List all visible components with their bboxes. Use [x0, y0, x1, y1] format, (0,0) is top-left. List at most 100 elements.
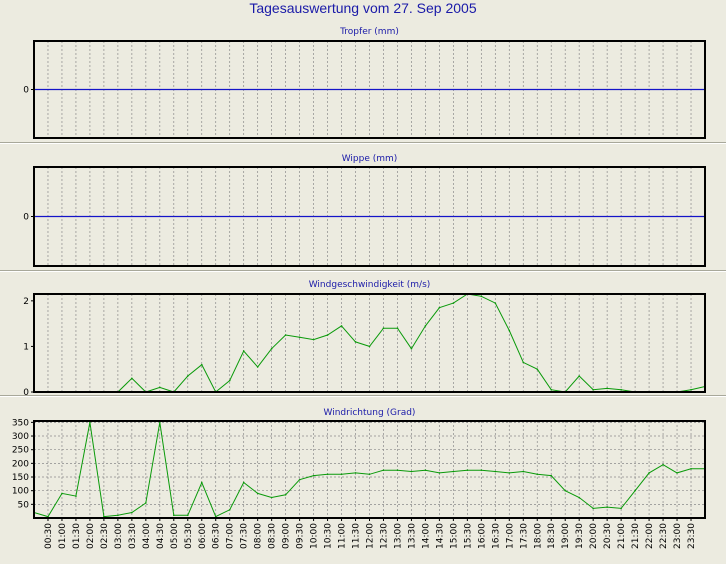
x-tick-label: 15:30 — [463, 523, 473, 549]
data-point — [270, 347, 273, 350]
data-point — [606, 506, 608, 508]
x-tick-label: 07:30 — [240, 523, 250, 549]
data-point — [172, 514, 175, 517]
data-point — [452, 470, 455, 473]
data-point — [354, 472, 357, 474]
data-point — [326, 473, 329, 476]
data-point — [368, 473, 371, 476]
data-point — [256, 492, 259, 495]
x-tick-label: 23:00 — [673, 523, 683, 549]
data-point — [298, 478, 301, 481]
data-point — [690, 388, 692, 391]
chart-title: Tropfer (mm) — [339, 27, 399, 37]
y-tick-label: 0 — [23, 388, 29, 398]
x-tick-label: 13:30 — [407, 523, 417, 549]
plot-frame — [33, 420, 706, 519]
x-tick-label: 07:00 — [226, 523, 236, 549]
chart-title: Windrichtung (Grad) — [324, 408, 416, 418]
data-point — [466, 469, 469, 471]
data-point — [200, 363, 203, 366]
data-point — [522, 470, 525, 473]
plot-frame — [33, 293, 706, 393]
data-point — [312, 338, 315, 341]
x-tick-label: 21:30 — [631, 523, 641, 549]
x-tick-label: 13:00 — [393, 523, 403, 549]
panel-separator — [0, 270, 726, 272]
data-point — [606, 387, 608, 390]
data-point — [396, 327, 399, 329]
y-tick-label: 2 — [23, 297, 29, 307]
x-tick-label: 18:30 — [547, 523, 557, 549]
chart-wippe: Wippe (mm) 0 — [23, 154, 706, 267]
x-tick-label: 01:30 — [72, 523, 82, 549]
y-tick-label: 100 — [12, 487, 29, 497]
data-point — [550, 388, 553, 391]
x-tick-label: 12:30 — [379, 523, 389, 549]
data-point — [424, 469, 427, 471]
data-point — [620, 388, 622, 391]
x-tick-label: 08:00 — [254, 523, 264, 549]
data-point — [550, 474, 553, 477]
data-point — [452, 302, 455, 304]
y-tick-label: 350 — [12, 418, 29, 428]
data-point — [410, 347, 413, 350]
data-point — [620, 507, 622, 510]
x-tick-label: 12:00 — [366, 523, 376, 549]
data-point — [75, 495, 77, 497]
y-tick-label: 300 — [12, 432, 29, 442]
data-point — [522, 361, 525, 364]
x-tick-label: 22:30 — [659, 523, 669, 549]
x-tick-label: 10:00 — [310, 523, 320, 549]
data-point — [256, 366, 259, 368]
data-point — [480, 295, 483, 298]
data-point — [326, 334, 329, 336]
data-point — [340, 473, 343, 476]
chart-title: Wippe (mm) — [342, 154, 398, 164]
panel-separator — [0, 142, 726, 144]
x-tick-label: 06:00 — [198, 523, 208, 549]
data-point — [564, 489, 567, 492]
page-title: Tagesauswertung vom 27. Sep 2005 — [249, 0, 477, 16]
data-point — [354, 341, 357, 343]
y-tick-label: 50 — [18, 500, 30, 510]
x-tick-label: 17:00 — [505, 523, 515, 549]
data-point — [578, 375, 580, 377]
x-tick-label: 16:00 — [477, 523, 487, 549]
x-tick-label: 01:00 — [58, 523, 68, 549]
data-point — [578, 496, 580, 499]
data-point — [61, 492, 63, 495]
data-point — [340, 325, 343, 327]
x-tick-label: 16:30 — [491, 523, 501, 549]
data-point — [662, 463, 664, 466]
x-tick-label: 15:00 — [449, 523, 459, 549]
x-tick-label: 11:00 — [338, 523, 348, 549]
data-point — [508, 329, 511, 332]
x-tick-label: 23:30 — [687, 523, 697, 549]
data-point — [676, 472, 678, 474]
plot-frame — [33, 40, 706, 139]
chart-tropfer: Tropfer (mm) 0 — [23, 27, 706, 139]
data-point — [284, 493, 287, 496]
x-tick-label: 05:00 — [170, 523, 180, 549]
x-tick-label: 02:00 — [86, 523, 96, 549]
chart-wind-dir: Windrichtung (Grad) 350 300 250 200 150 100 50 — [12, 408, 706, 519]
data-point — [312, 474, 315, 477]
x-tick-label: 21:00 — [617, 523, 627, 549]
x-tick-label: 14:00 — [421, 523, 431, 549]
data-point — [424, 325, 427, 327]
chart-wind-speed: Windgeschwindigkeit (m/s) 2 1 0 — [23, 280, 706, 398]
y-tick-label: 150 — [12, 473, 29, 483]
y-tick-label: 250 — [12, 446, 29, 456]
y-tick-label: 0 — [23, 86, 29, 96]
y-tick-label: 200 — [12, 459, 29, 469]
x-tick-label: 20:30 — [603, 523, 613, 549]
data-point — [131, 377, 133, 380]
x-tick-label: 10:30 — [324, 523, 334, 549]
data-point — [648, 472, 650, 474]
data-point — [438, 472, 441, 474]
data-point — [634, 489, 636, 492]
time-axis: 00:30 01:00 01:30 02:00 02:30 03:00 03:30 04:00… — [44, 518, 697, 549]
y-tick-label: 1 — [23, 342, 29, 352]
x-tick-label: 03:00 — [114, 523, 124, 549]
chart-title: Windgeschwindigkeit (m/s) — [309, 280, 431, 290]
